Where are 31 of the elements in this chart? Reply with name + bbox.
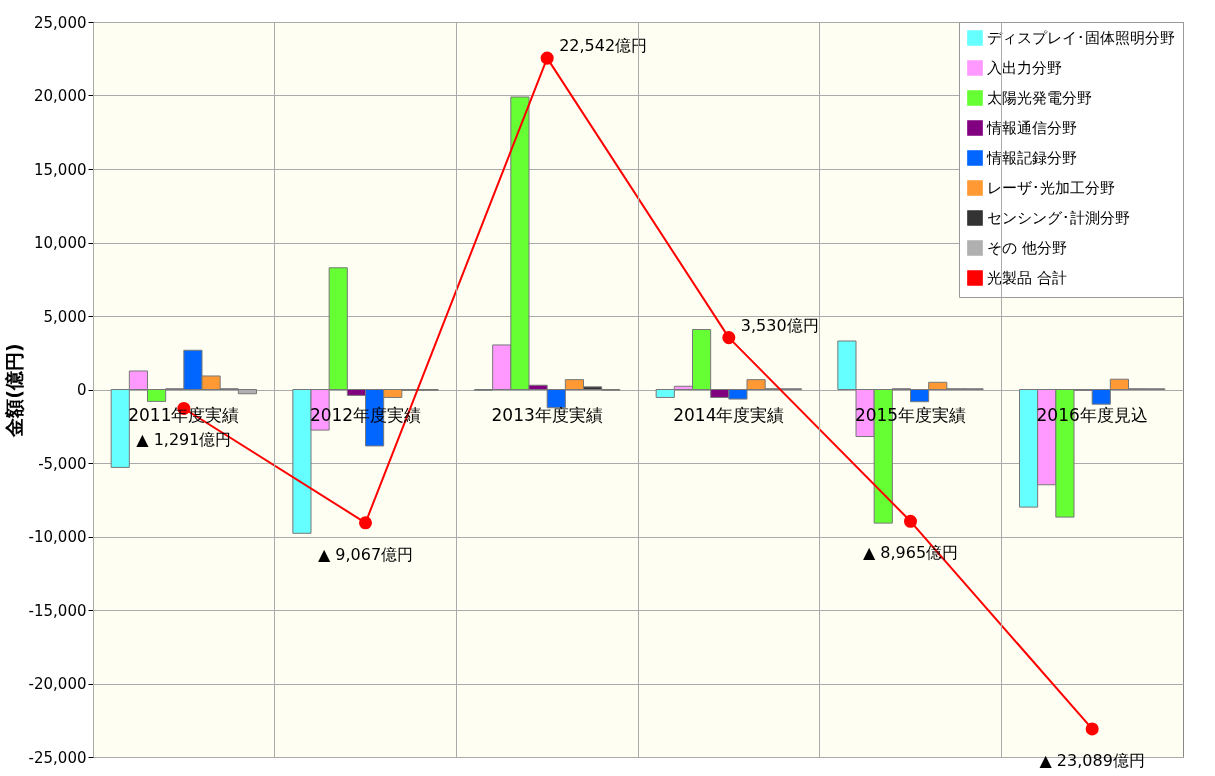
legend-label: 太陽光発電分野 [987,89,1092,107]
y-tick-label: -5,000 [38,454,87,473]
y-axis-title: 金額(億円) [2,343,25,438]
y-tick-label: 0 [76,381,87,399]
y-tick-label: 20,000 [34,87,87,105]
x-tick-label: 2014年度実績 [673,405,785,425]
y-tick-label: -25,000 [28,748,87,767]
y-tick-label: -20,000 [28,675,87,693]
y-tick-label: 15,000 [34,160,87,179]
annotation: 3,530億円 [740,315,819,335]
point [722,331,736,345]
legend-label: その 他分野 [987,239,1067,257]
point [358,516,373,530]
legend-label: 入出力分野 [987,59,1062,77]
point [540,51,554,65]
point [1085,722,1099,736]
legend-label: レーザ･光加工分野 [987,179,1115,197]
annotation: ▲ 23,089億円 [1039,750,1145,770]
y-tick-label: -15,000 [28,601,87,620]
legend-label: 光製品 合計 [987,269,1067,287]
y-tick-label: 10,000 [34,234,87,252]
y-tick-label: 5,000 [43,307,87,326]
y-tick-label: 25,000 [34,13,87,32]
point [903,514,918,528]
y-tick-label: -10,000 [28,528,87,546]
legend-label: 情報通信分野 [986,119,1077,137]
legend-label: センシング･計測分野 [987,209,1130,227]
legend-label: 情報記録分野 [986,149,1077,167]
x-tick-label: 2013年度実績 [491,405,603,425]
annotation: ▲ 1,291億円 [136,430,232,450]
annotation: ▲ 9,067億円 [317,544,414,564]
